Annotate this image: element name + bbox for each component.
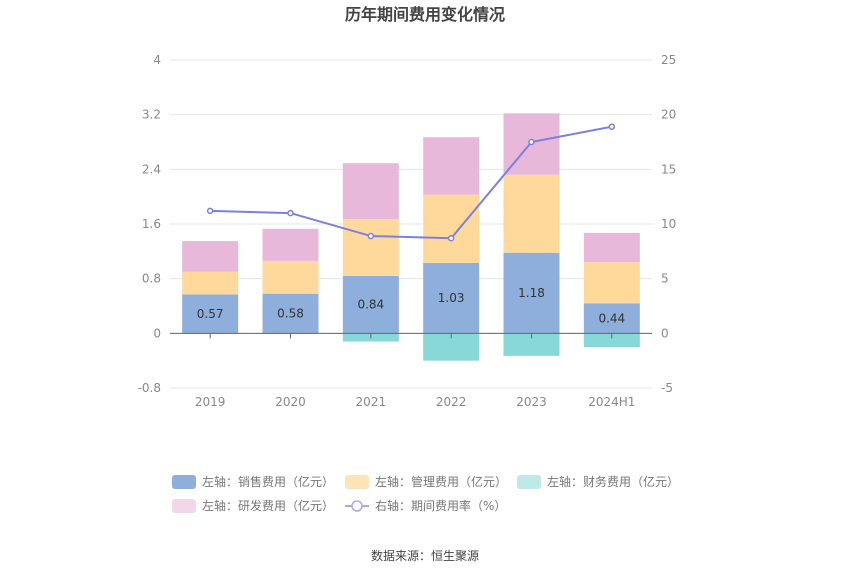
legend-label-sales: 左轴：销售费用（亿元） — [202, 474, 334, 489]
y-right-tick-label: 20 — [661, 108, 676, 122]
bar-value-label: 0.44 — [598, 311, 625, 325]
sales-bar[interactable] — [182, 294, 239, 334]
y-right-tick-label: 25 — [661, 53, 676, 67]
sales-bar[interactable] — [342, 275, 399, 334]
legend-marker-rate — [351, 500, 363, 512]
admin-bar[interactable] — [583, 262, 640, 304]
legend-swatch-finance — [517, 475, 541, 489]
x-tick-label: 2023 — [516, 395, 547, 409]
legend-label-rd: 左轴：研发费用（亿元） — [202, 498, 334, 513]
x-tick-label: 2021 — [356, 395, 387, 409]
y-right-tick-label: 15 — [661, 162, 676, 176]
legend-swatch-rd — [172, 499, 196, 513]
y-right-tick-label: 10 — [661, 217, 676, 231]
rd-bar[interactable] — [583, 232, 640, 263]
y-left-tick-label: 2.4 — [142, 162, 161, 176]
grid-lines — [170, 59, 652, 389]
y-left-tick-label: 4 — [153, 53, 161, 67]
rd-bar[interactable] — [423, 137, 480, 195]
bar-value-label: 0.84 — [357, 298, 384, 312]
y-left-tick-label: 0 — [153, 326, 161, 340]
rate-point[interactable] — [287, 209, 294, 217]
y-left-tick-label: 1.6 — [142, 217, 161, 231]
y-right-tick-label: 0 — [661, 326, 669, 340]
rd-bar[interactable] — [262, 228, 319, 261]
axes-group: -0.8 0 0.8 1.6 2.4 3.2 4 -5 0 5 10 15 20 25 2019 2020 20… — [138, 53, 677, 409]
admin-bar[interactable] — [342, 219, 399, 276]
rate-point[interactable] — [206, 207, 214, 215]
sales-bar[interactable] — [262, 293, 319, 334]
rate-point[interactable] — [447, 234, 455, 242]
x-tick-label: 2019 — [195, 395, 226, 409]
bars-group — [182, 113, 640, 361]
admin-bar[interactable] — [182, 271, 239, 295]
sales-bar[interactable] — [583, 303, 640, 334]
legend-swatch-sales — [172, 475, 196, 489]
legend-label-finance: 左轴：财务费用（亿元） — [547, 474, 679, 489]
legend-item-rd[interactable]: 左轴：研发费用（亿元） — [172, 498, 334, 513]
x-tick-label: 2020 — [275, 395, 306, 409]
y-left-tick-label: 0.8 — [142, 272, 161, 286]
finance-bar[interactable] — [503, 333, 560, 356]
x-tick-label: 2024H1 — [588, 395, 635, 409]
admin-bar[interactable] — [503, 174, 560, 253]
rd-bar[interactable] — [342, 163, 399, 220]
rd-bar[interactable] — [182, 241, 239, 272]
y-right-tick-label: -5 — [661, 381, 673, 395]
sales-bar[interactable] — [503, 252, 560, 334]
admin-bar[interactable] — [262, 260, 319, 294]
y-left-tick-label: -0.8 — [138, 381, 161, 395]
data-source: 数据来源：恒生聚源 — [371, 548, 479, 563]
rate-line-group — [206, 123, 616, 242]
rate-point[interactable] — [608, 123, 616, 130]
bar-value-label: 1.18 — [518, 286, 545, 300]
legend-item-rate[interactable]: 右轴：期间费用率（%） — [345, 498, 506, 513]
legend-item-finance[interactable]: 左轴：财务费用（亿元） — [517, 474, 679, 489]
rate-line — [210, 125, 613, 240]
legend-label-admin: 左轴：管理费用（亿元） — [375, 474, 507, 489]
bar-value-label: 0.57 — [197, 307, 224, 321]
bar-value-label: 0.58 — [277, 307, 304, 321]
bar-labels-group: 0.57 0.58 0.84 1.03 1.18 0.44 — [197, 286, 625, 325]
sales-bar[interactable] — [423, 262, 480, 334]
legend-swatch-admin — [345, 475, 369, 489]
legend-item-sales[interactable]: 左轴：销售费用（亿元） — [172, 474, 334, 489]
legend-label-rate: 右轴：期间费用率（%） — [375, 498, 506, 513]
bar-value-label: 1.03 — [438, 291, 465, 305]
chart-title: 历年期间费用变化情况 — [345, 5, 505, 24]
y-left-tick-label: 3.2 — [142, 108, 161, 122]
admin-bar[interactable] — [423, 194, 480, 263]
legend: 左轴：销售费用（亿元） 左轴：管理费用（亿元） 左轴：财务费用（亿元） 左轴：研… — [172, 474, 679, 513]
legend-item-admin[interactable]: 左轴：管理费用（亿元） — [345, 474, 507, 489]
rate-point[interactable] — [367, 232, 375, 240]
y-right-tick-label: 5 — [661, 272, 669, 286]
finance-bar[interactable] — [583, 333, 640, 347]
x-tick-label: 2022 — [436, 395, 467, 409]
rate-point[interactable] — [528, 138, 535, 146]
